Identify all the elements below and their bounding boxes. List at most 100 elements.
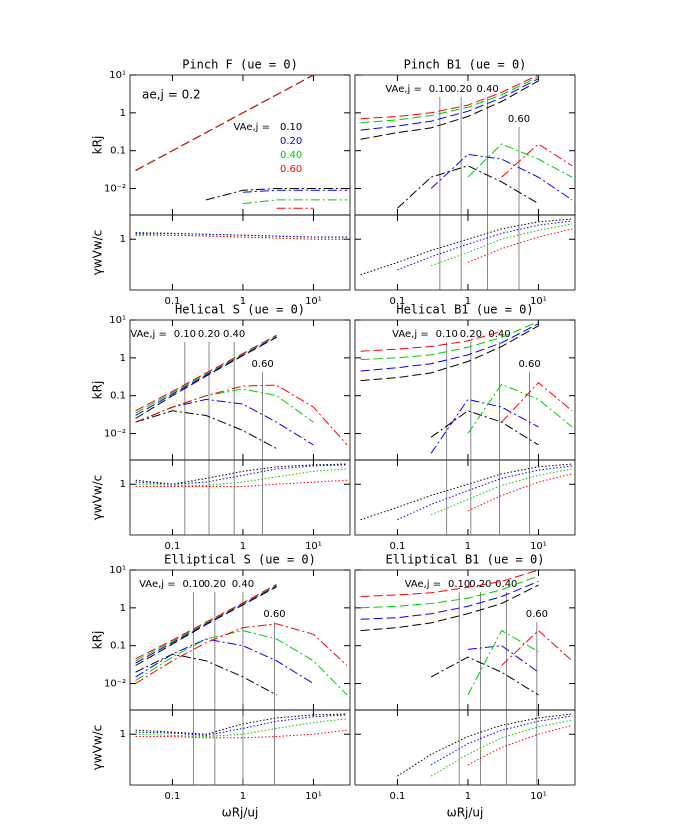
- marker-title: VAe,j =: [139, 579, 176, 590]
- y-tick-label: 0.1: [110, 391, 126, 402]
- panel-title: Elliptical S (ue = 0): [164, 553, 316, 567]
- data-line: [360, 74, 539, 120]
- data-line: [135, 335, 277, 414]
- y-tick-label: 1: [120, 108, 126, 119]
- y-axis-label: kRj: [91, 631, 105, 650]
- legend-entry: 0.20: [280, 136, 302, 147]
- data-line: [397, 465, 573, 521]
- x-tick-label: 1: [465, 791, 471, 802]
- axes-frame: [354, 74, 576, 216]
- axes-frame: [129, 709, 351, 786]
- axes-frame: [354, 459, 576, 536]
- data-line: [360, 584, 539, 632]
- marker-label: 0.20: [204, 579, 226, 590]
- data-line: [501, 382, 573, 423]
- x-tick-label: 10¹: [530, 296, 547, 307]
- legend-entry: 0.10: [280, 122, 302, 133]
- x-tick-label: 0.1: [164, 296, 180, 307]
- marker-label: 0.60: [519, 359, 541, 370]
- data-line: [430, 398, 539, 454]
- data-line: [135, 410, 277, 450]
- y-axis-label: γwVw/c: [91, 475, 105, 521]
- x-axis-label: ωRj/uj: [447, 806, 484, 820]
- data-line: [360, 78, 539, 131]
- x-tick-label: 10¹: [305, 791, 322, 802]
- data-line: [135, 584, 277, 662]
- x-tick-label: 1: [465, 296, 471, 307]
- data-line: [430, 153, 573, 201]
- data-line: [135, 334, 277, 412]
- data-line: [430, 719, 573, 777]
- marker-label: 0.10: [436, 329, 458, 340]
- axes-frame: [354, 709, 576, 786]
- panel-title: Pinch F (ue = 0): [182, 58, 298, 72]
- y-tick-label: 1: [120, 353, 126, 364]
- x-tick-label: 1: [465, 541, 471, 552]
- marker-label: 0.60: [251, 359, 273, 370]
- data-line: [242, 199, 348, 205]
- data-line: [205, 188, 348, 201]
- marker-label: 0.40: [232, 579, 254, 590]
- legend-entry: 0.40: [280, 150, 302, 161]
- data-line: [360, 321, 539, 361]
- data-line: [135, 463, 348, 485]
- marker-title: VAe,j =: [405, 579, 442, 590]
- y-tick-label: 10¹: [109, 70, 126, 81]
- y-tick-label: 1: [120, 234, 126, 245]
- marker-label: 0.40: [488, 329, 510, 340]
- y-tick-label: 10¹: [109, 565, 126, 576]
- y-tick-label: 10⁻²: [104, 679, 126, 690]
- data-line: [501, 629, 573, 666]
- data-line: [467, 228, 573, 263]
- axes-frame: [129, 214, 351, 291]
- y-tick-label: 0.1: [110, 146, 126, 157]
- data-line: [360, 76, 539, 124]
- marker-label: 0.40: [223, 329, 245, 340]
- y-axis-label: γwVw/c: [91, 725, 105, 771]
- x-tick-label: 0.1: [389, 791, 405, 802]
- data-line: [467, 473, 573, 512]
- data-line: [135, 630, 348, 696]
- data-line: [135, 638, 314, 684]
- marker-label: 0.20: [469, 579, 491, 590]
- y-tick-label: 10⁻²: [104, 429, 126, 440]
- x-tick-label: 10¹: [530, 541, 547, 552]
- data-line: [430, 410, 539, 446]
- x-tick-label: 10¹: [305, 296, 322, 307]
- data-line: [467, 143, 573, 178]
- marker-label: 0.60: [263, 609, 285, 620]
- data-line: [135, 468, 348, 486]
- data-line: [397, 165, 539, 209]
- data-line: [135, 583, 277, 660]
- data-line: [135, 336, 277, 416]
- marker-label: 0.20: [460, 329, 482, 340]
- data-line: [397, 713, 573, 777]
- marker-label: 0.10: [448, 579, 470, 590]
- marker-label: 0.40: [495, 579, 517, 590]
- data-line: [467, 645, 539, 673]
- data-line: [135, 623, 348, 684]
- marker-label: 0.40: [476, 84, 498, 95]
- y-axis-label: kRj: [91, 381, 105, 400]
- marker-title: VAe,j =: [392, 329, 429, 340]
- marker-label: 0.10: [183, 579, 205, 590]
- data-line: [135, 388, 314, 423]
- data-line: [135, 653, 277, 696]
- panel-title: Pinch B1 (ue = 0): [404, 58, 527, 72]
- marker-label: 0.20: [198, 329, 220, 340]
- x-tick-label: 0.1: [164, 541, 180, 552]
- y-tick-label: 1: [120, 479, 126, 490]
- y-tick-label: 0.1: [110, 641, 126, 652]
- data-line: [467, 629, 539, 696]
- data-line: [360, 80, 539, 140]
- data-line: [467, 383, 573, 434]
- marker-title: VAe,j =: [385, 84, 422, 95]
- data-line: [135, 713, 348, 735]
- marker-label: 0.60: [526, 609, 548, 620]
- axes-frame: [129, 459, 351, 536]
- panel-title: Helical S (ue = 0): [175, 303, 305, 317]
- marker-label: 0.60: [508, 114, 530, 125]
- axes-frame: [354, 214, 576, 291]
- marker-label: 0.10: [429, 84, 451, 95]
